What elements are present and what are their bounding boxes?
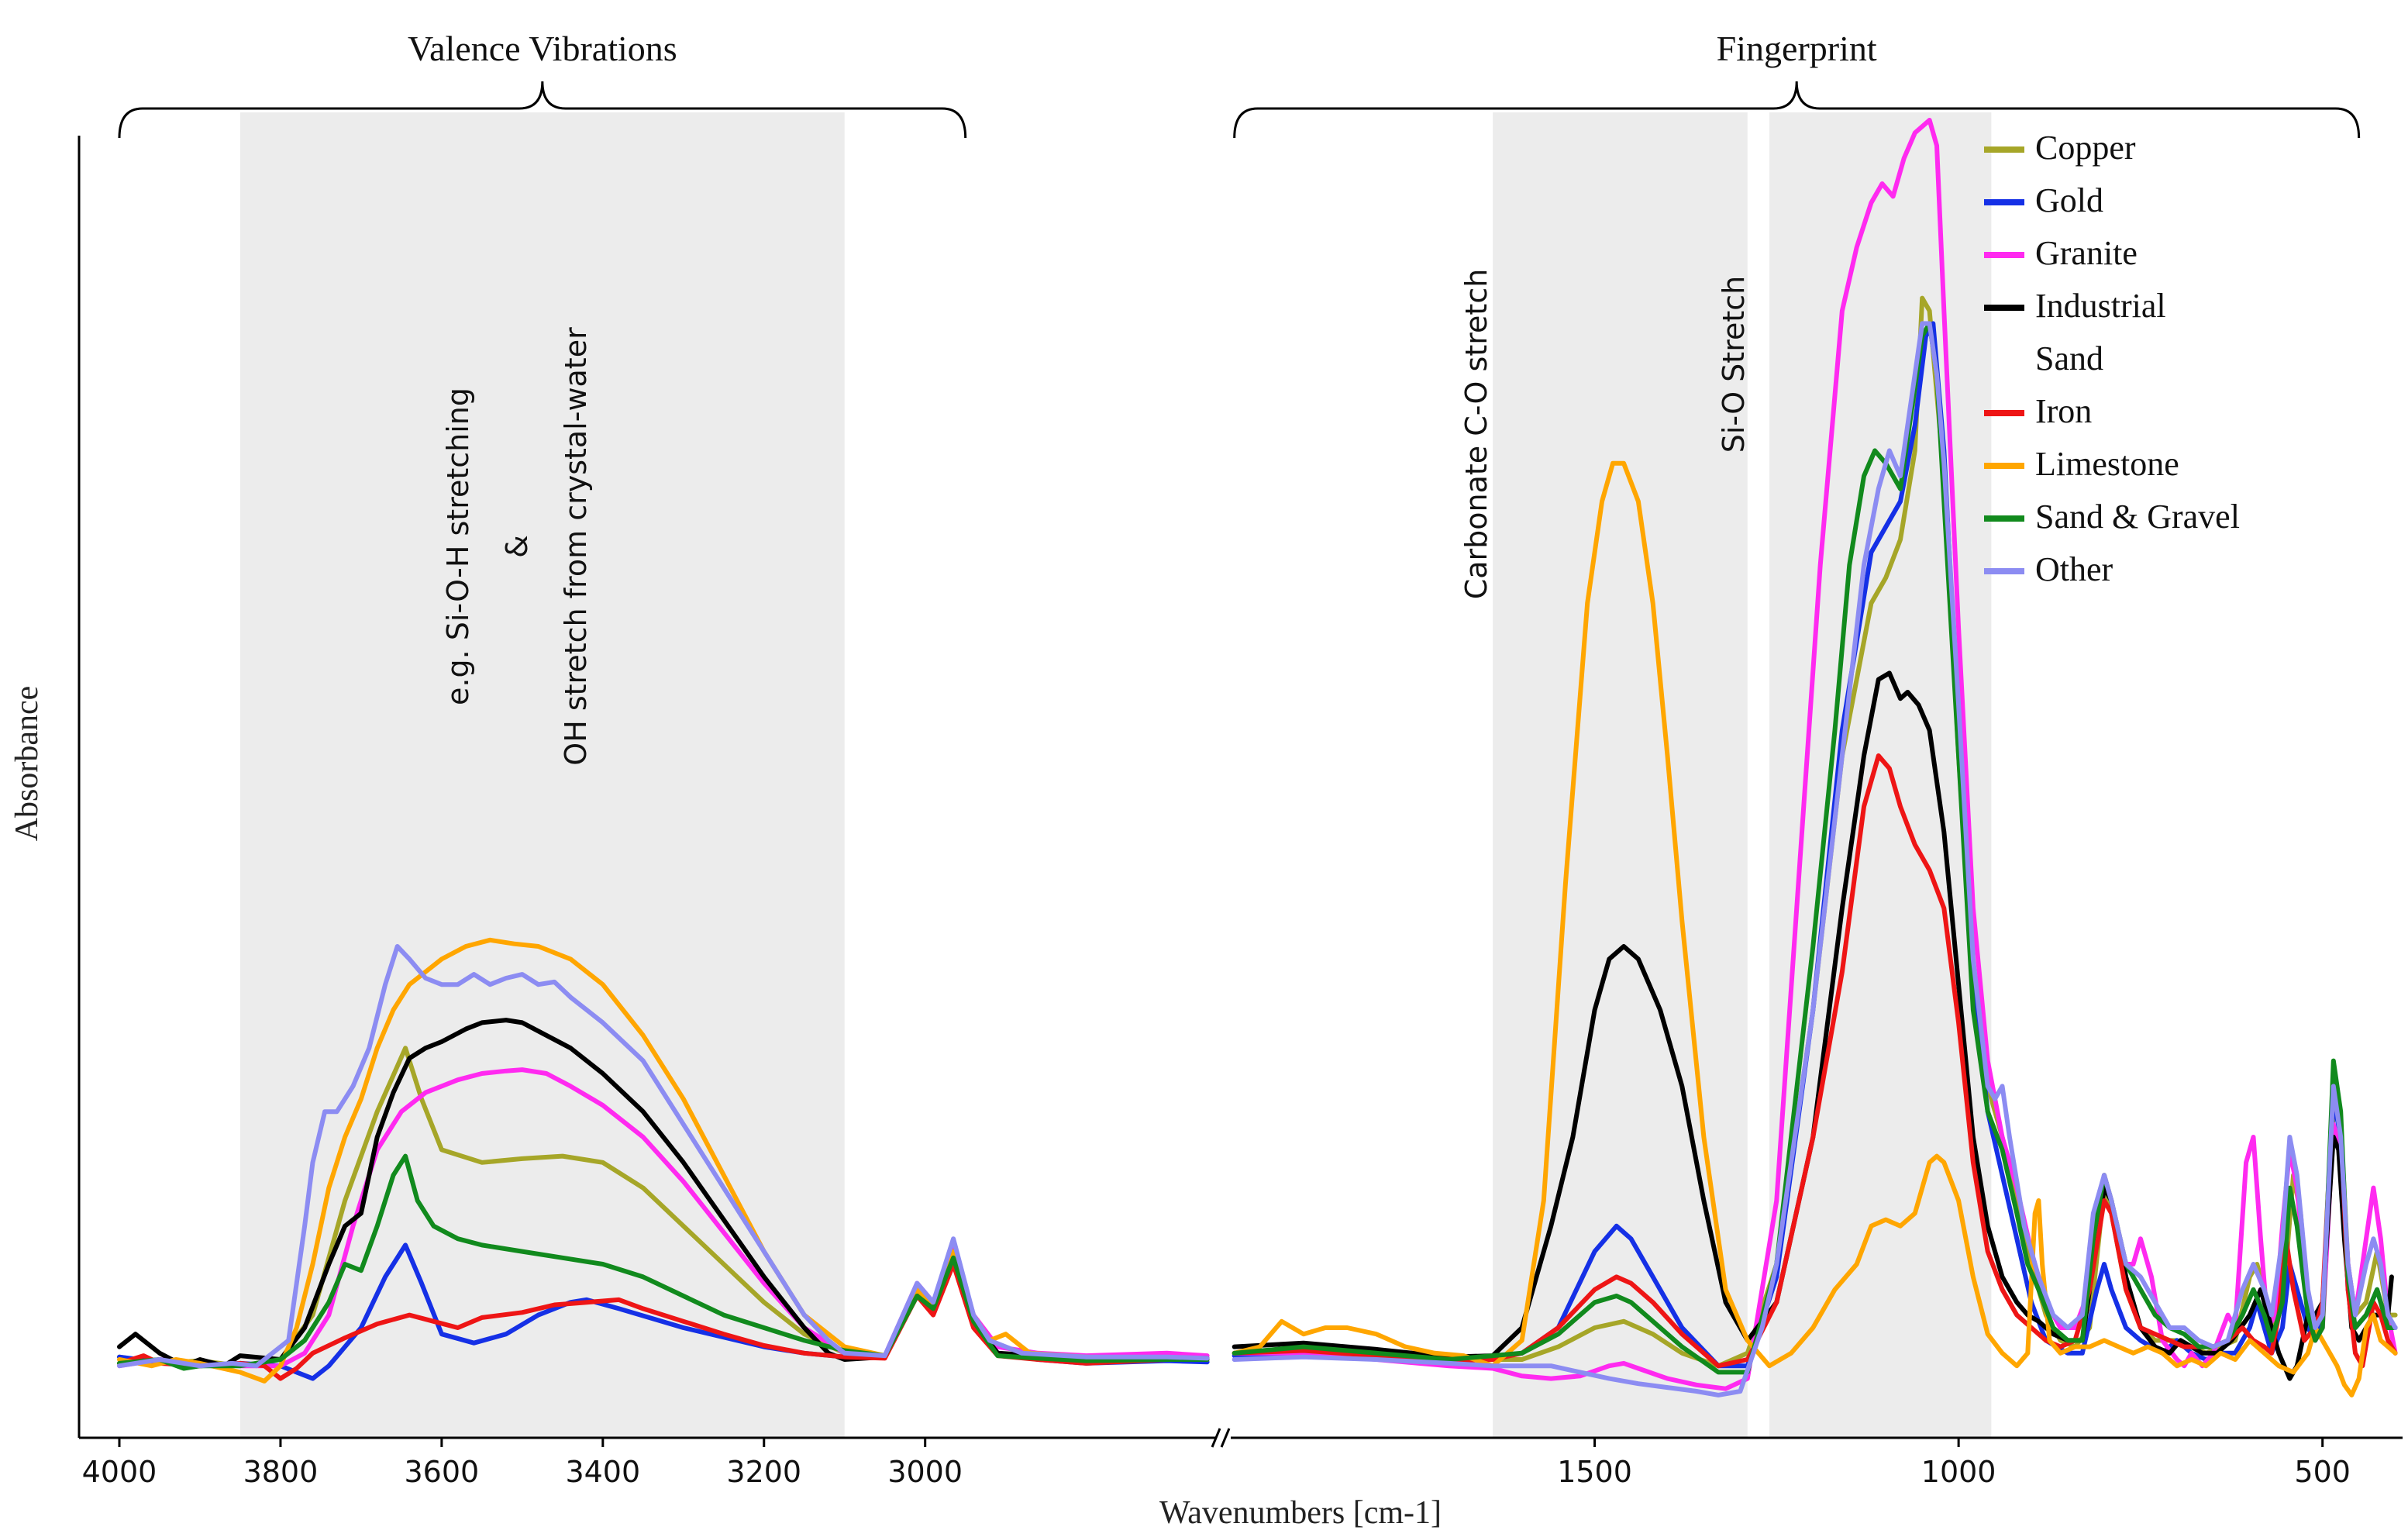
shaded-region-label-carbonate: Carbonate C-O stretch [1459,269,1493,600]
x-tick-label-3600: 3600 [405,1455,480,1489]
bracket-label-fingerprint: Fingerprint [1717,29,1877,68]
series-line-other-right [1232,321,2398,1397]
shaded-region-label-oh: e.g. Si-O-H stretching & OH stretch from… [441,327,593,766]
series-line-other-left [117,944,1210,1369]
series-line-sand-gravel-left [117,1153,1210,1371]
legend-label-sand: Sand [2035,339,2103,377]
x-axis-label: Wavenumbers [cm-1] [1159,1495,1442,1531]
y-axis-label: Absorbance [9,686,45,842]
bracket-fingerprint [1233,81,2361,139]
x-tick-label-3400: 3400 [565,1455,640,1489]
bracket-valence-vibrations [118,81,967,139]
x-tick-label-1500: 1500 [1557,1455,1632,1489]
legend: Copper Gold Granite Industrial Sand Iron Limes… [1984,129,2240,588]
series-line-sand-gravel-right [1232,321,2398,1375]
legend-label-limestone: Limestone [2035,445,2179,483]
series-lines [117,118,2398,1397]
region-label-line-1: e.g. Si-O-H stretching [441,388,475,705]
region-label-line-3: OH stretch from crystal-water [559,327,593,766]
axis-break-mark-2 [1220,1428,1231,1448]
legend-label-copper: Copper [2035,129,2136,167]
region-label-line-2: & [500,535,534,558]
legend-label-iron: Iron [2035,392,2092,430]
series-line-limestone-right [1232,460,2398,1397]
bracket-label-valence-vibrations: Valence Vibrations [408,29,677,68]
x-tick-label-4000: 4000 [82,1455,157,1489]
legend-label-granite: Granite [2035,234,2138,272]
x-ticks: 4000 3800 3600 3400 3200 3000 1500 1000 500 [82,1438,2351,1489]
x-tick-label-3800: 3800 [243,1455,319,1489]
shaded-region-carbonate [1493,112,1748,1438]
brackets: Valence Vibrations Fingerprint [118,29,2361,139]
legend-label-gold: Gold [2035,181,2103,219]
x-tick-label-3000: 3000 [887,1455,963,1489]
x-tick-label-3200: 3200 [726,1455,801,1489]
shaded-region-label-sio: Si-O Stretch [1717,276,1751,453]
legend-label-industrial: Industrial [2035,287,2166,325]
axes [78,136,2403,1448]
axis-break-mark-1 [1211,1428,1221,1448]
x-tick-label-1000: 1000 [1921,1455,1996,1489]
legend-label-sand-gravel: Sand & Gravel [2035,498,2240,536]
x-tick-label-500: 500 [2294,1455,2351,1489]
legend-label-other: Other [2035,550,2113,588]
